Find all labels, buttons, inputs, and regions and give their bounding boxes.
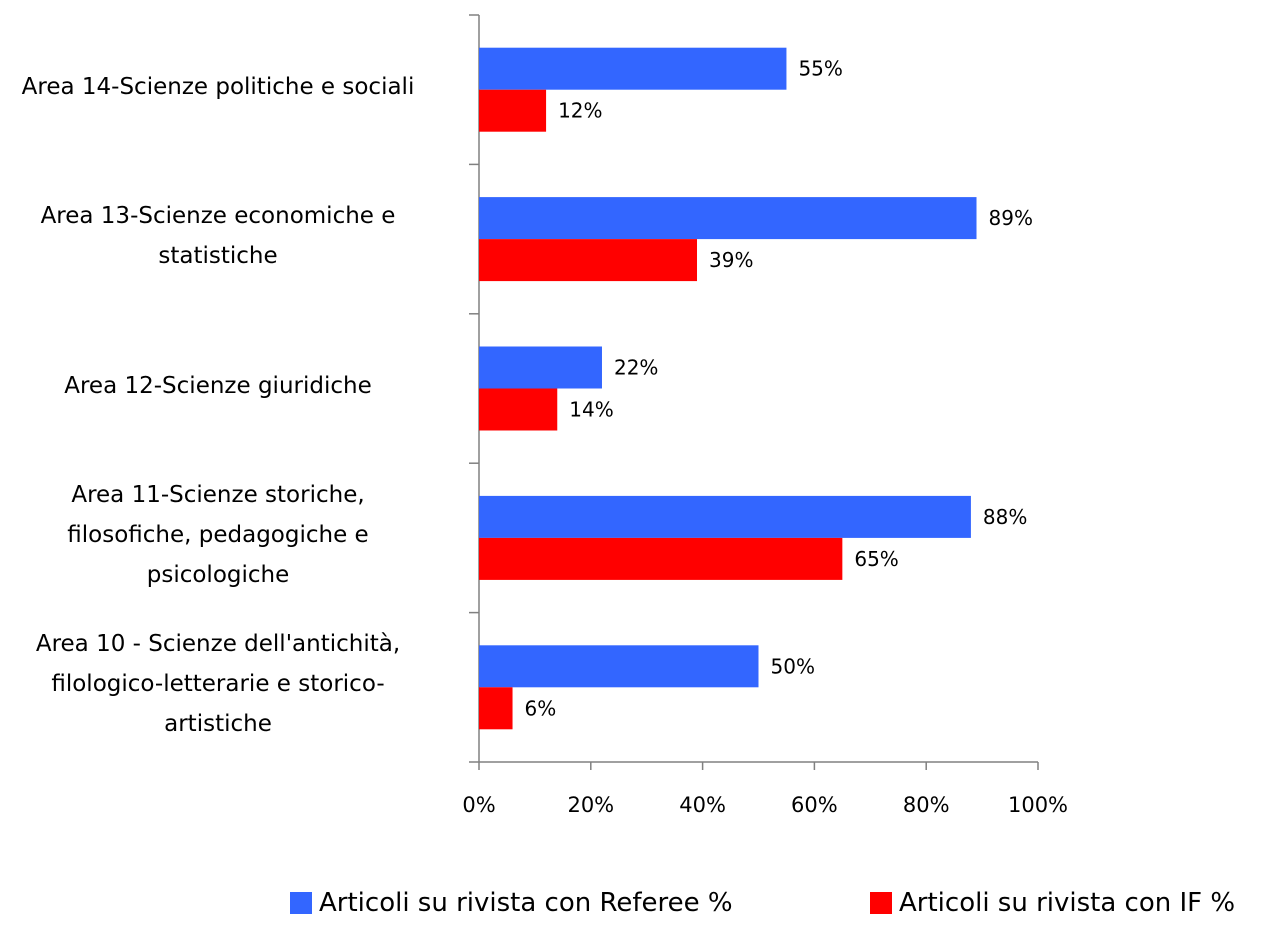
- category-label: Area 13-Scienze economiche e statistiche: [0, 196, 448, 276]
- x-tick-label: 0%: [462, 793, 495, 817]
- data-label: 65%: [854, 547, 898, 571]
- legend-swatch-referee: [290, 892, 312, 914]
- category-label-line: artistiche: [164, 711, 272, 738]
- bar-referee: [479, 47, 787, 90]
- bar-referee: [479, 495, 971, 538]
- category-label-line: Area 11-Scienze storiche,: [71, 481, 365, 508]
- category-label-line: statistiche: [158, 243, 278, 270]
- data-label: 14%: [569, 398, 613, 422]
- bar-if: [479, 239, 698, 282]
- bar-referee: [479, 346, 602, 389]
- bar-if: [479, 388, 558, 431]
- category-label-line: Area 14-Scienze politiche e sociali: [21, 73, 415, 100]
- bar-if: [479, 687, 513, 730]
- category-label: Area 11-Scienze storiche, filosofiche, pe…: [0, 475, 448, 595]
- data-label: 88%: [983, 505, 1027, 529]
- x-tick-label: 60%: [791, 793, 838, 817]
- bar-referee: [479, 645, 759, 688]
- data-label: 50%: [771, 654, 815, 678]
- legend-swatch-if: [870, 892, 892, 914]
- bar-if: [479, 89, 547, 132]
- bar-if: [479, 537, 843, 580]
- category-label: Area 14-Scienze politiche e sociali: [0, 67, 448, 107]
- legend-label-referee: Articoli su rivista con Referee %: [319, 888, 733, 918]
- bar-referee: [479, 197, 977, 240]
- category-label: Area 10 - Scienze dell'antichità, filolog…: [0, 624, 448, 744]
- category-label-line: psicologiche: [146, 561, 290, 588]
- category-label: Area 12-Scienze giuridiche: [0, 366, 448, 406]
- x-tick-label: 80%: [903, 793, 950, 817]
- category-label-line: Area 10 - Scienze dell'antichità,: [35, 631, 401, 658]
- category-label-line: Area 13-Scienze economiche e: [40, 203, 396, 230]
- data-label: 12%: [558, 99, 602, 123]
- x-tick-label: 40%: [679, 793, 726, 817]
- legend-item-referee: Articoli su rivista con Referee %: [290, 886, 733, 920]
- x-tick-labels: 0% 20% 40% 60% 80% 100%: [462, 793, 1068, 817]
- category-label-line: filologico-letterarie e storico-: [51, 671, 385, 698]
- x-tick-label: 100%: [1008, 793, 1068, 817]
- legend-item-if: Articoli su rivista con IF %: [870, 886, 1235, 920]
- legend: Articoli su rivista con Referee % Artico…: [0, 880, 1285, 930]
- data-label: 55%: [798, 57, 842, 81]
- value-labels: 55% 12% 89% 39% 22%14% 88% 65% 50% 6%: [525, 57, 1033, 721]
- legend-label-if: Articoli su rivista con IF %: [899, 888, 1236, 918]
- data-label: 89%: [989, 206, 1033, 230]
- data-label: 39%: [709, 248, 753, 272]
- category-label-line: filosofiche, pedagogiche e: [67, 521, 369, 548]
- bar-chart: 55% 12% 89% 39% 22%14% 88% 65% 50% 6% 0% 20% 40% 60…: [462, 14, 1068, 817]
- category-label-line: Area 12-Scienze giuridiche: [64, 372, 372, 399]
- data-label: 22%: [614, 356, 658, 380]
- chart-bars: [479, 47, 977, 730]
- x-tick-label: 20%: [567, 793, 614, 817]
- data-label: 6%: [525, 696, 557, 720]
